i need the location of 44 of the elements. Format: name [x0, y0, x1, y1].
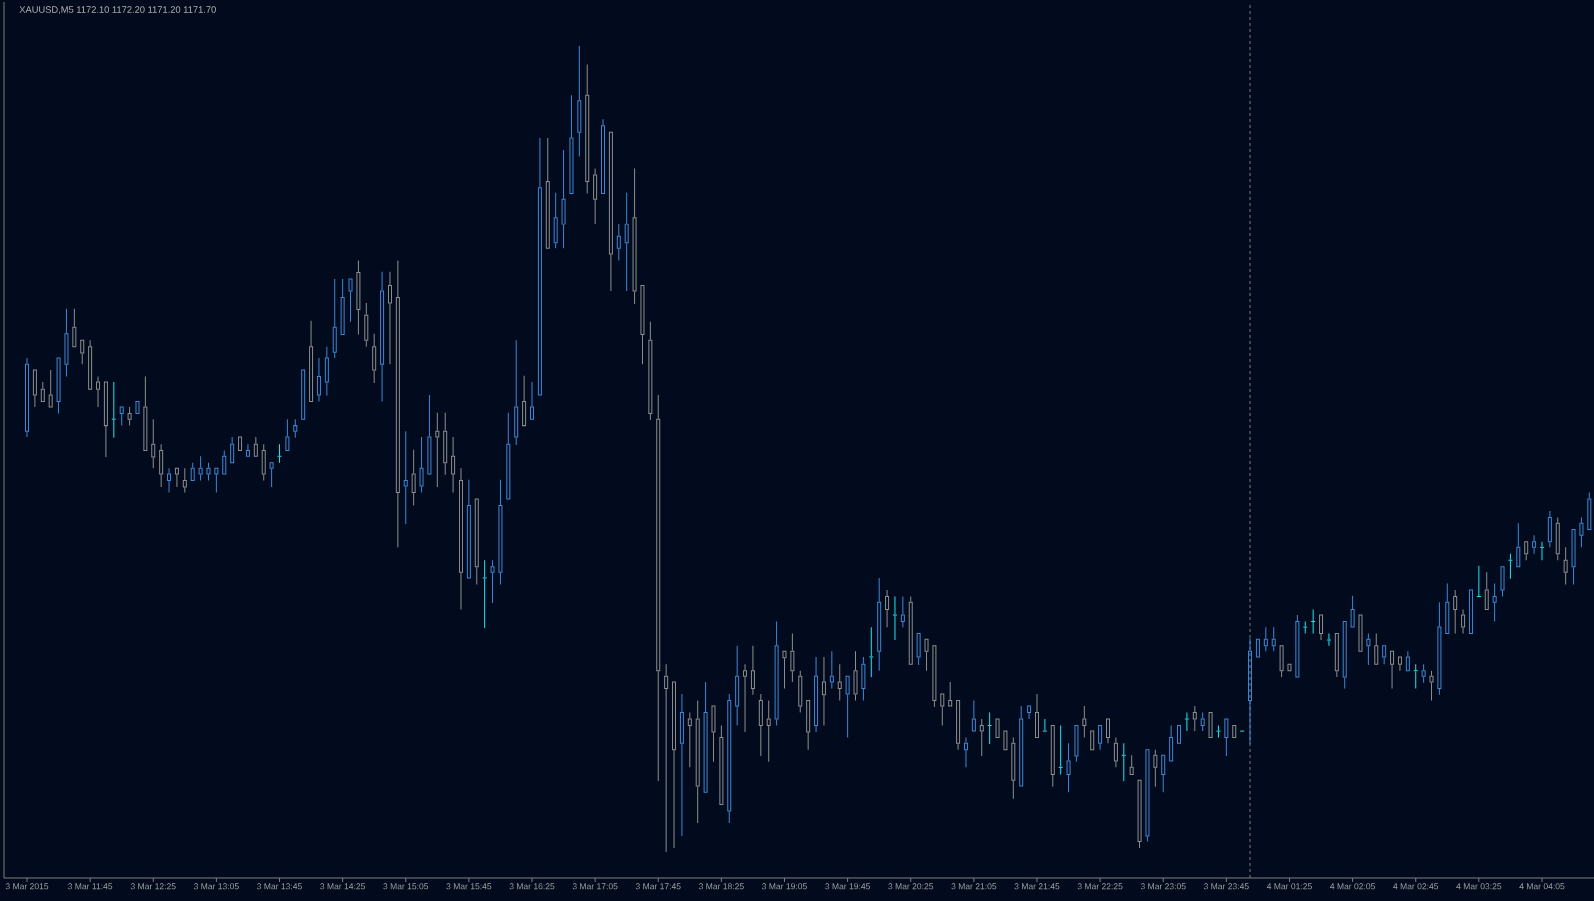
x-tick-label: 4 Mar 02:05	[1330, 883, 1376, 890]
candlestick	[1121, 742, 1126, 782]
x-tick-label: 3 Mar 17:05	[572, 883, 618, 890]
candlestick	[482, 559, 487, 629]
x-tick-label: 3 Mar 22:25	[1077, 883, 1123, 890]
candlestick	[1216, 724, 1221, 739]
candlestick	[1476, 565, 1481, 597]
x-tick-label: 3 Mar 15:05	[383, 883, 429, 890]
candlestick	[1326, 633, 1331, 647]
candlestick	[1311, 608, 1316, 635]
x-tick-label: 3 Mar 14:25	[320, 883, 366, 890]
x-tick-label: 3 Mar 11:45	[68, 883, 113, 890]
candlestick	[869, 626, 874, 678]
x-tick-label: 3 Mar 13:05	[193, 883, 239, 890]
x-tick-label: 4 Mar 03:25	[1456, 883, 1502, 890]
x-tick-label: 3 Mar 12:25	[130, 883, 176, 890]
candlestick	[1508, 553, 1513, 580]
candlestick	[111, 381, 116, 439]
candlestick	[1413, 663, 1418, 689]
x-tick-label: 3 Mar 20:25	[888, 883, 934, 890]
x-tick-label: 4 Mar 02:45	[1393, 883, 1439, 890]
x-tick-label: 3 Mar 21:45	[1014, 883, 1060, 890]
x-tick-label: 3 Mar 13:45	[257, 883, 302, 890]
candlestick	[1058, 724, 1063, 776]
candlestick	[1042, 718, 1047, 732]
candlestick	[277, 443, 282, 464]
x-tick-label: 3 Mar 15:45	[446, 883, 492, 890]
x-tick-label: 3 Mar 21:05	[951, 883, 997, 890]
candlestick	[1539, 541, 1544, 561]
x-tick-label: 3 Mar 18:25	[698, 883, 744, 890]
x-tick-label: 3 Mar 19:05	[762, 883, 807, 890]
candlestick	[892, 596, 897, 641]
x-tick-label: 4 Mar 04:05	[1519, 883, 1565, 890]
x-tick-label: 3 Mar 17:45	[635, 883, 681, 890]
x-tick-label: 4 Mar 01:25	[1266, 883, 1312, 890]
candlestick	[1303, 620, 1308, 635]
x-tick-label: 3 Mar 23:45	[1203, 883, 1249, 890]
candlestick	[1184, 712, 1189, 732]
x-tick-label: 3 Mar 16:25	[509, 883, 555, 890]
x-tick-label: 3 Mar 23:05	[1140, 883, 1186, 890]
chart-title: XAUUSD,M5 1172.10 1172.20 1171.20 1171.70	[19, 6, 216, 14]
x-tick-label: 3 Mar 2015	[5, 883, 49, 890]
candlestick	[987, 712, 992, 745]
x-tick-label: 3 Mar 19:45	[825, 883, 871, 890]
